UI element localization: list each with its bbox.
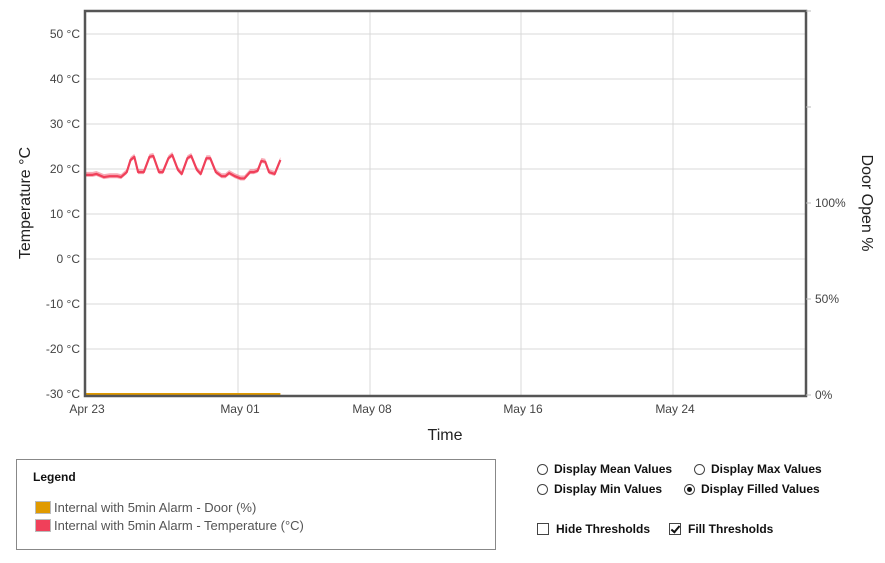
radio-label: Display Filled Values — [701, 482, 820, 496]
y-tick-label: 40 °C — [50, 72, 80, 86]
x-tick-label: May 08 — [352, 402, 392, 416]
x-tick-label: May 24 — [655, 402, 695, 416]
axis-ticks: 50 °C 40 °C 30 °C 20 °C 10 °C 0 °C -10 °C -20 °… — [46, 10, 846, 416]
radio-display-min[interactable]: Display Min Values — [537, 482, 662, 496]
plot-border — [83, 9, 808, 398]
y-tick-label: 10 °C — [50, 207, 80, 221]
x-tick-label: May 16 — [503, 402, 543, 416]
y-tick-label: 0 °C — [57, 252, 81, 266]
legend-item-door[interactable]: Internal with 5min Alarm - Door (%) — [35, 500, 256, 515]
gridlines — [85, 11, 806, 396]
x-tick-label: May 01 — [220, 402, 260, 416]
y-axis-left-title: Temperature °C — [17, 147, 34, 259]
legend-swatch-door — [35, 501, 51, 514]
y-tick-label: -30 °C — [46, 387, 80, 401]
radio-icon[interactable] — [537, 463, 548, 475]
radio-icon[interactable] — [694, 463, 705, 475]
radio-display-filled[interactable]: Display Filled Values — [684, 482, 820, 496]
y2-tick-label: 50% — [815, 292, 839, 306]
y-tick-label: 20 °C — [50, 162, 80, 176]
radio-icon-selected[interactable] — [684, 483, 695, 495]
radio-label: Display Max Values — [711, 462, 822, 476]
y-axis-right-title: Door Open % — [858, 155, 875, 252]
radio-icon[interactable] — [537, 483, 548, 495]
y2-tick-label: 100% — [815, 196, 846, 210]
y2-tick-label: 0% — [815, 388, 833, 402]
legend-label: Internal with 5min Alarm - Door (%) — [54, 500, 257, 515]
y-tick-label: 30 °C — [50, 117, 80, 131]
x-tick-label: Apr 23 — [69, 402, 105, 416]
temperature-line — [85, 153, 282, 180]
checkbox-label: Hide Thresholds — [556, 522, 651, 536]
x-axis-title: Time — [428, 427, 463, 444]
checkbox-icon[interactable] — [537, 523, 549, 535]
checkbox-label: Fill Thresholds — [688, 522, 774, 536]
radio-display-mean[interactable]: Display Mean Values — [537, 462, 672, 476]
legend-label: Internal with 5min Alarm - Temperature (… — [54, 518, 304, 533]
y-tick-label: -10 °C — [46, 297, 80, 311]
radio-label: Display Mean Values — [554, 462, 673, 476]
checkbox-icon-checked[interactable] — [669, 523, 681, 535]
legend-item-temperature[interactable]: Internal with 5min Alarm - Temperature (… — [35, 518, 304, 533]
legend: Legend Internal with 5min Alarm - Door (… — [16, 459, 496, 550]
radio-label: Display Min Values — [554, 482, 663, 496]
series-lines — [85, 153, 282, 396]
y-tick-label: -20 °C — [46, 342, 80, 356]
legend-swatch-temperature — [35, 519, 51, 532]
radio-display-max[interactable]: Display Max Values — [694, 462, 822, 476]
legend-title: Legend — [33, 470, 76, 484]
checkbox-fill-thresholds[interactable]: Fill Thresholds — [669, 522, 773, 536]
chart: 50 °C 40 °C 30 °C 20 °C 10 °C 0 °C -10 °C -20 °… — [17, 9, 875, 444]
y-tick-label: 50 °C — [50, 27, 80, 41]
checkbox-hide-thresholds[interactable]: Hide Thresholds — [537, 522, 650, 536]
